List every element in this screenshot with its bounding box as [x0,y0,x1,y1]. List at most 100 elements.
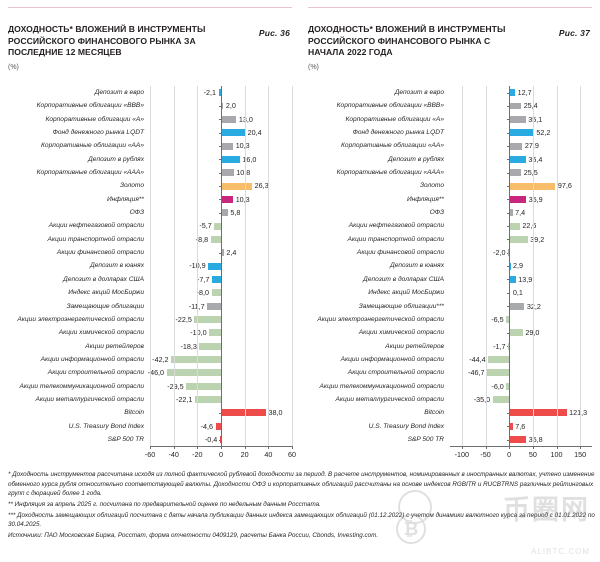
category-label: Bitcoin [424,409,444,417]
bar [509,142,523,150]
x-axis-tick [509,446,511,450]
axis-tick-mark [218,146,221,148]
figure-panel-36: Рис. 36 ДОХОДНОСТЬ* ВЛОЖЕНИЙ В ИНСТРУМЕН… [0,0,300,470]
x-axis-tick [292,446,293,450]
value-label: 22,6 [522,221,537,231]
x-axis-tick [485,446,487,450]
chart-row: Депозит в евро 12,7 [300,86,600,99]
bar [221,195,234,203]
category-label: Акции строительной отрасли [347,369,444,377]
x-axis-tick [580,446,582,450]
value-label: 10,8 [236,168,251,178]
axis-tick-mark [506,279,510,281]
category-label: Акции финансовой отрасли [356,249,444,257]
gridline [292,86,293,447]
gridline [268,86,270,447]
bar [492,396,510,404]
bar [509,155,526,163]
axis-tick-mark [218,119,221,121]
x-axis-tick [532,446,534,450]
bar [218,89,221,97]
chart-row: Акции финансовой отрасли -2,0 [300,246,600,259]
value-label: -8,0 [196,288,210,298]
x-axis-tick-label: 60 [288,450,296,460]
chart-row: Замещающие облигации-11,7 [0,300,300,313]
axis-tick-mark [218,132,221,134]
x-axis-tick [173,446,175,450]
x-axis: -60 -40 -20 0 20 40 60 [145,446,296,464]
axis-tick-mark [506,226,510,228]
value-label: 25,5 [523,168,538,178]
category-label: Акции ретейлеров [85,342,144,350]
chart-row: Корпоративные облигации «AAA» 25,5 [300,166,600,179]
value-label: 20,4 [247,128,262,138]
category-label: Корпоративные облигации «A» [345,115,444,123]
bar [221,142,234,150]
axis-tick-mark [506,426,510,428]
chart-row: Депозит в евро -2,1 [0,86,300,99]
value-label: 13,9 [518,274,533,284]
category-label: Депозит в юанях [390,262,444,270]
category-label: U.S. Treasury Bond Index [68,422,144,430]
x-axis-tick [244,446,246,450]
value-label: -11,7 [0,300,205,313]
chart-row: Акции ретейлеров -1,7 [300,340,600,353]
axis-tick-mark [218,186,221,188]
x-axis-tick-label: 100 [550,450,563,460]
axis-tick-mark [218,252,221,254]
value-label: 7,4 [515,208,526,218]
figure-number-37: Рис. 37 [558,28,590,38]
bar [509,209,513,217]
chart-gridlines [300,86,600,447]
category-label: Акции химической отрасли [358,329,444,337]
value-label: 35,9 [528,194,543,204]
x-axis-tick-label: -40 [168,450,179,460]
chart-row: Bitcoin 121,3 [300,406,600,419]
x-axis-tick [221,446,222,450]
value-label: 2,0 [225,101,236,111]
chart-gridlines [0,86,300,447]
figure-title-37: ДОХОДНОСТЬ* ВЛОЖЕНИЙ В ИНСТРУМЕНТЫ РОССИ… [308,24,506,58]
value-label: -35,0 [473,394,491,404]
axis-tick-mark [506,92,510,94]
value-label: 7,6 [515,421,526,431]
category-label: Замещающие облигации*** [358,302,444,310]
value-label: 27,9 [525,139,539,152]
zero-line [509,86,511,447]
axis-tick-mark [506,106,510,108]
bar [509,329,523,337]
x-axis-tick-label: -20 [192,450,203,460]
category-label: Корпоративные облигации «BBB» [336,102,444,110]
value-label: 97,6 [557,181,572,191]
x-axis: -100 -50 0 50 100 150 [450,446,592,464]
chart-row: Акции транспортной отрасли -8,8 [0,233,300,246]
x-axis-tick-label: -50 [480,450,491,460]
bar [209,329,221,337]
axis-tick-mark [506,266,510,268]
chart-row: Депозит в долларах США 13,9 [300,273,600,286]
chart-row: Акции электроэнергетической отрасли -22,5 [0,313,300,326]
value-label: -5,7 [199,221,212,231]
chart-row: Корпоративные облигации «A» 13,0 [0,113,300,126]
bar [221,155,240,163]
value-label: -6,0 [491,381,504,391]
value-label: -22,1 [175,394,193,404]
bar-chart-37: Депозит в евро 12,7 Корпоративные облигаци… [300,86,600,470]
chart-row: Корпоративные облигации «BBB» 2,0 [0,99,300,112]
x-axis-tick-label: -100 [454,450,470,460]
chart-row: Акции нефтегазовой отрасли 22,6 [300,219,600,232]
category-label: U.S. Treasury Bond Index [368,422,444,430]
value-label: -6,5 [491,314,504,324]
x-axis-tick [556,446,558,450]
figure-units-36: (%) [8,64,19,71]
x-axis-tick [268,446,270,450]
value-label: 10,3 [235,194,250,204]
footnote-line: ** Инфляция за апрель 2025 г. посчитана … [8,500,321,508]
value-label: 52,2 [536,128,551,138]
value-label: 2,4 [226,248,237,258]
category-label: Акции нефтегазовой отрасли [48,222,144,230]
category-label: Индекс акций МосБиржи [368,289,444,297]
bar [509,115,526,123]
chart-row: Акции химической отрасли -10,0 [0,326,300,339]
chart-row: Акции телекоммуникационной отрасли -6,0 [300,380,600,393]
